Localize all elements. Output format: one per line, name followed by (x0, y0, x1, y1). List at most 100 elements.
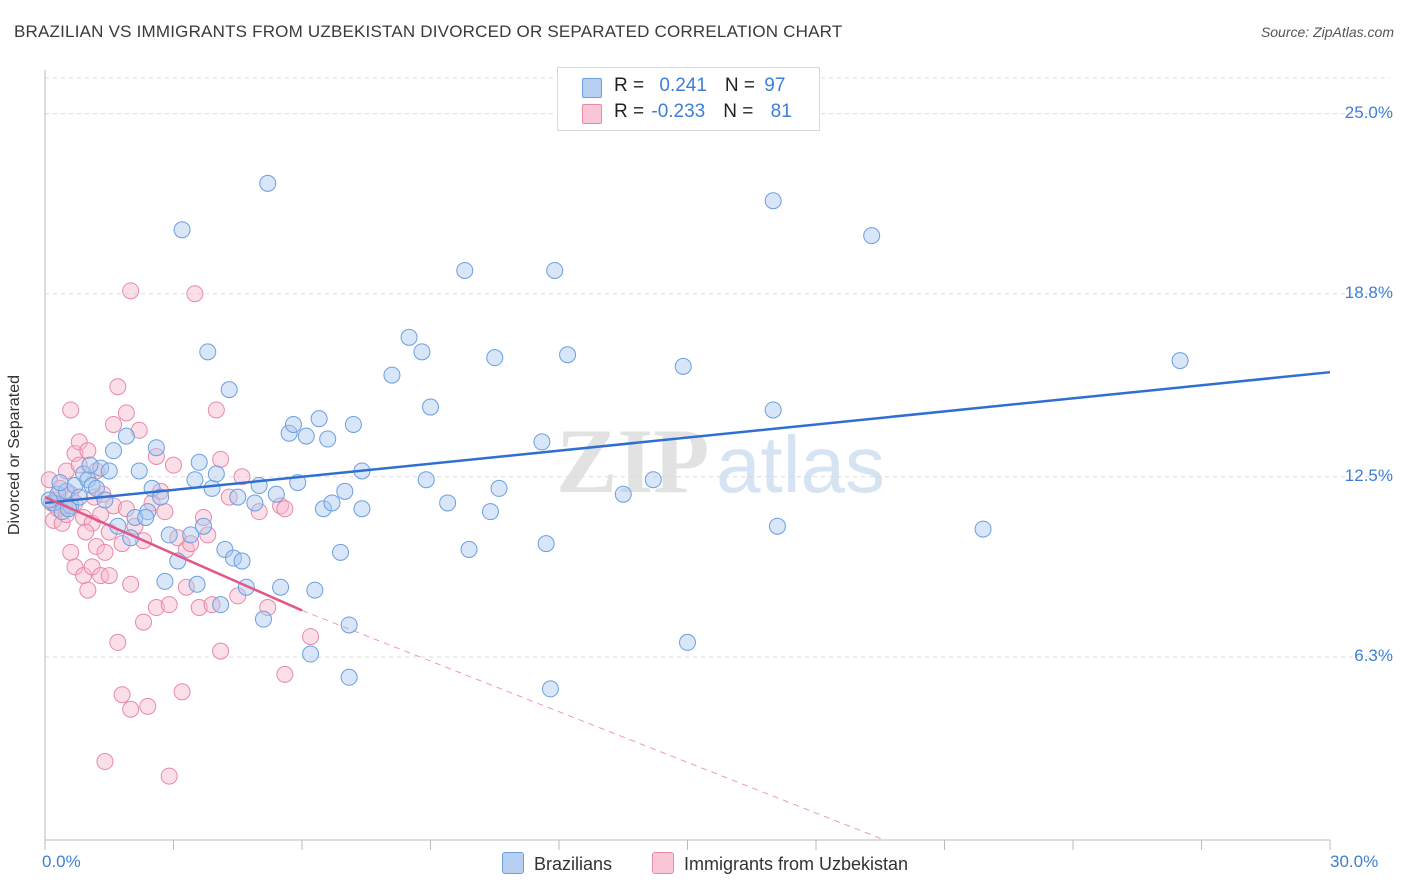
uzbekistan-point (96, 543, 114, 561)
watermark-atlas: atlas (716, 420, 885, 509)
uzbekistan-point (207, 401, 225, 419)
brazilian-point (332, 543, 350, 561)
uzbekistan-point (113, 686, 131, 704)
x-tick-min: 0.0% (42, 852, 81, 871)
uzbekistan-point (182, 535, 200, 553)
uzbekistan-point (100, 567, 118, 585)
brazilian-point (160, 526, 178, 544)
brazilian-point (117, 427, 135, 445)
brazilian-point (186, 471, 204, 489)
uzbekistan-point (92, 567, 110, 585)
brazilian-point (614, 485, 632, 503)
uzbekistan-point (109, 633, 127, 651)
brazilian-point (81, 456, 99, 474)
brazilian-point (314, 500, 332, 518)
uzbekistan-point (203, 596, 221, 614)
brazilian-point (220, 381, 238, 399)
legend-n-label: N = (723, 101, 759, 122)
brazilian-point (319, 430, 337, 448)
brazilian-point (490, 479, 508, 497)
blue-square-icon (502, 852, 524, 874)
uzbekistan-point (62, 401, 80, 419)
uzbekistan-point (186, 285, 204, 303)
axes (44, 70, 1331, 850)
brazilian-point (340, 616, 358, 634)
y-tick-label: 18.8% (1344, 282, 1393, 302)
brazilian-point (267, 485, 285, 503)
brazilian-point (413, 343, 431, 361)
uzbekistan-point (147, 447, 165, 465)
grid-lines (45, 77, 1390, 658)
brazilian-point (284, 415, 302, 433)
brazilian-point (100, 462, 118, 480)
brazilian-point (259, 174, 277, 192)
uzbekistan-point (276, 665, 294, 683)
brazilian-point (254, 610, 272, 628)
brazilian-point (764, 192, 782, 210)
brazilian-point (679, 633, 696, 651)
legend-r-value: -0.233 (651, 101, 706, 122)
brazilian-point (246, 494, 264, 512)
brazilian-point (194, 517, 212, 535)
uzbekistan-point (276, 500, 294, 518)
legend-r-label: R = (614, 101, 650, 122)
brazilian-point (87, 479, 105, 497)
legend-n-value: 97 (764, 75, 786, 96)
uzbekistan-point (165, 456, 182, 474)
uzbekistan-point (233, 468, 251, 486)
brazilian-point (280, 424, 298, 442)
brazilian-point (768, 517, 786, 535)
uzbekistan-point (122, 282, 140, 300)
brazilian-point (559, 346, 577, 364)
uzbekistan-point (53, 514, 71, 532)
uzbekistan-point (117, 500, 135, 518)
uzbekistan-point (147, 599, 165, 617)
brazilian-point (644, 471, 662, 489)
bottom-legend-label: Brazilians (534, 854, 613, 874)
brazilian-point (674, 357, 692, 375)
blue-swatch-icon (582, 78, 602, 98)
uzbekistan-point (302, 628, 320, 646)
brazilian-point (481, 503, 499, 521)
brazilian-point (96, 491, 114, 509)
y-tick-label: 12.5% (1344, 465, 1393, 485)
brazilian-point (182, 526, 200, 544)
uzbekistan-point (156, 503, 174, 521)
legend-n-value: 81 (770, 101, 792, 122)
brazilian-point (537, 535, 555, 553)
uzbekistan-point (212, 450, 230, 468)
brazilian-point (156, 572, 174, 590)
brazilian-point (147, 439, 165, 457)
uzbekistan-point (77, 523, 95, 541)
brazilian-point (306, 581, 324, 599)
uzbekistan-point (212, 642, 230, 660)
uzbekistan-point (113, 535, 131, 553)
bottom-legend-uzbekistan: Immigrants from Uzbekistan (652, 852, 908, 875)
uzbekistan-point (87, 538, 105, 556)
brazilian-point (486, 349, 504, 367)
uzbekistan-point (250, 503, 268, 521)
brazilian-point (533, 433, 551, 451)
brazilian-point (51, 474, 69, 492)
uzbekistan-points (40, 282, 320, 785)
uzbekistan-point (105, 497, 123, 515)
brazilian-point (541, 680, 559, 698)
uzbekistan-point (70, 433, 88, 451)
brazilian-point (212, 596, 230, 614)
uzbekistan-point (105, 415, 123, 433)
uzbekistan-point (109, 378, 127, 396)
brazilian-point (310, 410, 328, 428)
uzbekistan-trend-line (44, 495, 303, 612)
brazilian-point (137, 508, 155, 526)
legend-r-label: R = (614, 75, 650, 96)
uzbekistan-trend-extension (301, 609, 885, 841)
watermark-zip: ZIP (556, 410, 709, 512)
uzbekistan-point (83, 558, 101, 576)
brazilian-point (764, 401, 782, 419)
brazilian-point (353, 500, 371, 518)
uzbekistan-point (122, 700, 140, 718)
brazilian-point (152, 488, 170, 506)
uzbekistan-point (62, 543, 80, 561)
brazilian-point (190, 453, 208, 471)
y-tick-label: 25.0% (1344, 102, 1393, 122)
